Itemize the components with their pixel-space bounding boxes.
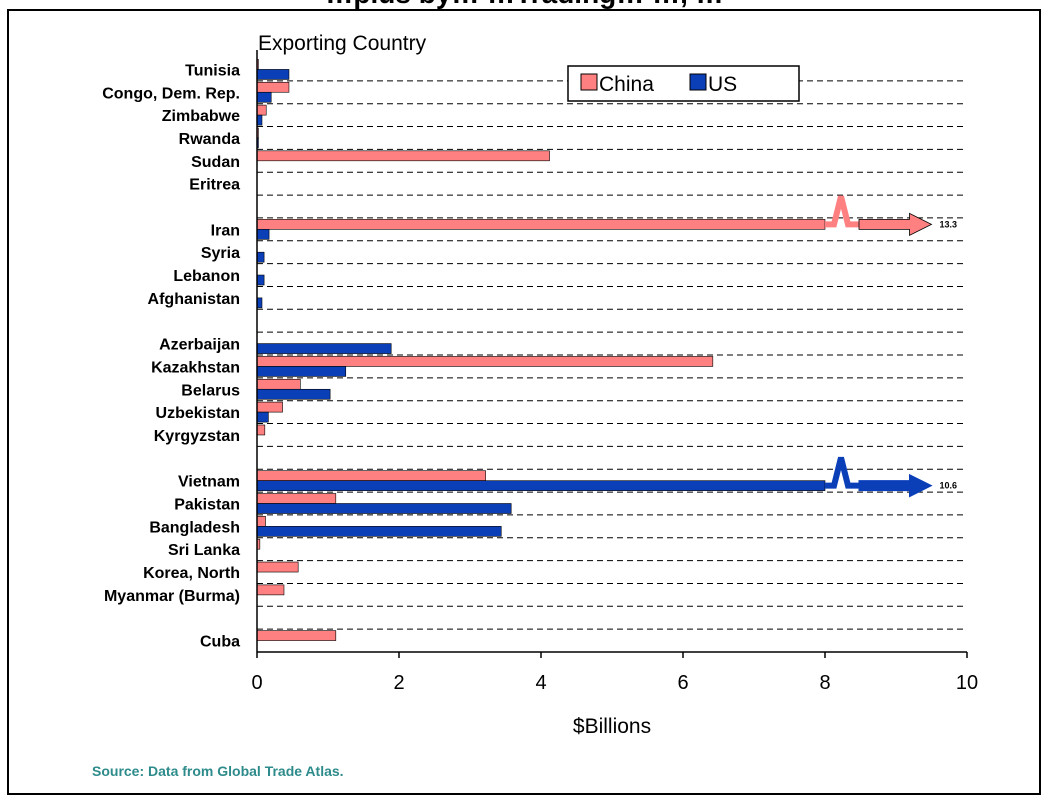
category-label-belarus: Belarus xyxy=(181,382,240,399)
bar-china-uzbekistan xyxy=(256,401,283,413)
category-label-pakistan: Pakistan xyxy=(174,497,240,514)
category-label-cuba: Cuba xyxy=(200,634,240,651)
category-label-kyrgyzstan: Kyrgyzstan xyxy=(154,428,240,445)
legend-label-china: China xyxy=(599,73,654,96)
x-tick-label: 2 xyxy=(393,672,404,694)
category-label-kazakhstan: Kazakhstan xyxy=(151,359,240,376)
axis-break-arrows: 13.3 10.6 xyxy=(825,195,958,498)
category-label-congo-dem-rep: Congo, Dem. Rep. xyxy=(102,85,240,102)
x-axis-label: $Billions xyxy=(573,715,651,738)
category-label-azerbaijan: Azerbaijan xyxy=(159,337,240,354)
bar-china-congo-dem-rep xyxy=(256,81,290,93)
legend-swatch-us xyxy=(689,73,707,91)
bar-china-myanmar-burma xyxy=(256,584,285,596)
source-note: Source: Data from Global Trade Atlas. xyxy=(92,763,344,779)
x-tick-label: 0 xyxy=(251,672,262,694)
bar-us-azerbaijan xyxy=(256,343,392,354)
bar-us-pakistan xyxy=(256,503,512,514)
grid-lines xyxy=(257,80,967,630)
category-label-myanmar-burma: Myanmar (Burma) xyxy=(104,588,240,605)
category-label-uzbekistan: Uzbekistan xyxy=(156,405,240,422)
category-label-syria: Syria xyxy=(201,245,240,262)
bar-us-uzbekistan xyxy=(256,411,269,423)
bar-china-bangladesh xyxy=(256,516,266,527)
category-label-lebanon: Lebanon xyxy=(173,268,240,285)
overflow-arrow-us xyxy=(858,473,933,498)
bar-us-lebanon xyxy=(256,274,265,286)
value-label-iran: 13.3 xyxy=(940,219,958,229)
axis-break-us xyxy=(825,456,859,489)
axes: 0 2 4 6 8 10 xyxy=(251,50,978,694)
bar-us-kazakhstan xyxy=(256,366,347,377)
bar-china-kyrgyzstan xyxy=(256,424,266,436)
bars xyxy=(256,59,826,641)
category-label-iran: Iran xyxy=(211,222,240,239)
bar-china-zimbabwe xyxy=(256,104,267,116)
bar-us-vietnam xyxy=(256,480,826,491)
x-tick-label: 10 xyxy=(956,672,978,694)
category-labels: Tunisia Congo, Dem. Rep. Zimbabwe Rwanda Sud… xyxy=(102,62,240,650)
axis-break-china xyxy=(825,195,859,228)
category-label-bangladesh: Bangladesh xyxy=(149,519,240,536)
bar-us-syria xyxy=(256,251,265,263)
bar-china-iran xyxy=(256,219,826,230)
bar-china-vietnam xyxy=(256,470,486,481)
bar-china-cuba xyxy=(256,630,337,641)
legend-label-us: US xyxy=(708,73,737,96)
category-label-korea-north: Korea, North xyxy=(143,565,240,582)
bar-us-iran xyxy=(256,229,270,240)
bar-china-korea-north xyxy=(256,561,299,573)
bar-china-belarus xyxy=(256,378,301,390)
bar-us-belarus xyxy=(256,388,331,400)
value-label-vietnam: 10.6 xyxy=(940,481,958,491)
bar-us-bangladesh xyxy=(256,526,502,537)
bar-us-congo-dem-rep xyxy=(256,91,272,103)
bar-china-kazakhstan xyxy=(256,356,714,367)
category-label-sudan: Sudan xyxy=(191,154,240,171)
overflow-arrow-china xyxy=(858,212,933,236)
bar-us-tunisia xyxy=(256,69,290,80)
legend: China US xyxy=(567,65,800,102)
x-tick-label: 8 xyxy=(819,672,830,694)
category-label-zimbabwe: Zimbabwe xyxy=(162,108,240,125)
x-tick-label: 4 xyxy=(535,672,546,694)
category-label-tunisia: Tunisia xyxy=(185,62,240,79)
category-label-sri-lanka: Sri Lanka xyxy=(168,542,240,559)
plot-title: Exporting Country xyxy=(258,32,427,55)
legend-box xyxy=(567,65,800,102)
x-tick-label: 6 xyxy=(677,672,688,694)
category-label-eritrea: Eritrea xyxy=(189,177,240,194)
legend-swatch-china xyxy=(580,73,598,91)
category-label-rwanda: Rwanda xyxy=(179,131,240,148)
chart-title-clipped: …plus by… …Trading… …, … xyxy=(0,0,1049,9)
bar-china-pakistan xyxy=(256,493,337,504)
chart-title-fragment: …plus by… …Trading… …, … xyxy=(0,0,1049,9)
category-label-afghanistan: Afghanistan xyxy=(148,291,240,308)
category-label-vietnam: Vietnam xyxy=(178,474,240,491)
chart-frame xyxy=(7,9,1041,795)
bar-china-sudan xyxy=(256,150,550,162)
